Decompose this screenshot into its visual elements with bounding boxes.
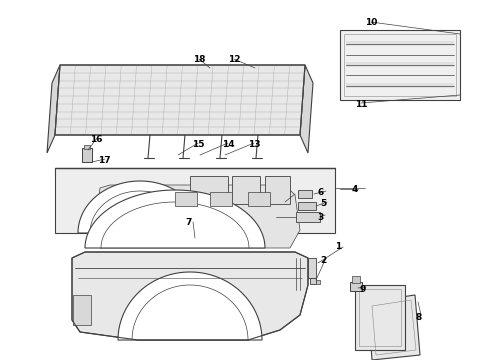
Polygon shape bbox=[72, 252, 308, 340]
Bar bbox=[248, 192, 270, 206]
Bar bbox=[316, 280, 320, 284]
Bar bbox=[346, 83, 454, 88]
Bar bbox=[352, 276, 360, 283]
Bar bbox=[190, 176, 228, 204]
Bar bbox=[232, 176, 260, 204]
Bar bbox=[298, 190, 312, 198]
Text: 10: 10 bbox=[365, 18, 377, 27]
Bar bbox=[84, 145, 90, 149]
Text: 2: 2 bbox=[320, 256, 326, 265]
Bar bbox=[73, 295, 91, 325]
Polygon shape bbox=[300, 65, 313, 153]
Bar bbox=[344, 34, 456, 96]
Bar bbox=[346, 62, 454, 67]
Text: 8: 8 bbox=[415, 313, 421, 322]
Text: 16: 16 bbox=[90, 135, 102, 144]
Text: 6: 6 bbox=[318, 188, 324, 197]
Text: 17: 17 bbox=[98, 156, 111, 165]
Polygon shape bbox=[368, 295, 420, 360]
Bar bbox=[346, 41, 454, 46]
Text: 9: 9 bbox=[360, 285, 367, 294]
Bar bbox=[265, 176, 290, 204]
Bar bbox=[340, 30, 460, 100]
Bar bbox=[175, 192, 197, 206]
Bar bbox=[296, 212, 320, 222]
Polygon shape bbox=[78, 181, 202, 233]
Text: 14: 14 bbox=[222, 140, 235, 149]
Text: 11: 11 bbox=[355, 100, 368, 109]
Polygon shape bbox=[95, 185, 300, 248]
Polygon shape bbox=[85, 190, 265, 248]
Bar bbox=[298, 202, 316, 210]
Text: 13: 13 bbox=[248, 140, 261, 149]
Bar bbox=[355, 285, 405, 350]
Polygon shape bbox=[55, 65, 305, 135]
Bar bbox=[350, 282, 362, 291]
Bar bbox=[82, 148, 92, 162]
Text: 15: 15 bbox=[192, 140, 204, 149]
Bar bbox=[55, 168, 335, 233]
Polygon shape bbox=[47, 65, 60, 153]
Polygon shape bbox=[118, 272, 262, 340]
Text: 3: 3 bbox=[317, 213, 323, 222]
Text: 12: 12 bbox=[228, 55, 241, 64]
Text: 1: 1 bbox=[335, 242, 341, 251]
Text: 4: 4 bbox=[352, 185, 358, 194]
Text: 18: 18 bbox=[193, 55, 205, 64]
Bar bbox=[308, 258, 316, 278]
Bar bbox=[310, 278, 316, 284]
Bar bbox=[359, 289, 401, 346]
Text: 5: 5 bbox=[320, 199, 326, 208]
Text: 7: 7 bbox=[185, 218, 192, 227]
Bar bbox=[210, 192, 232, 206]
